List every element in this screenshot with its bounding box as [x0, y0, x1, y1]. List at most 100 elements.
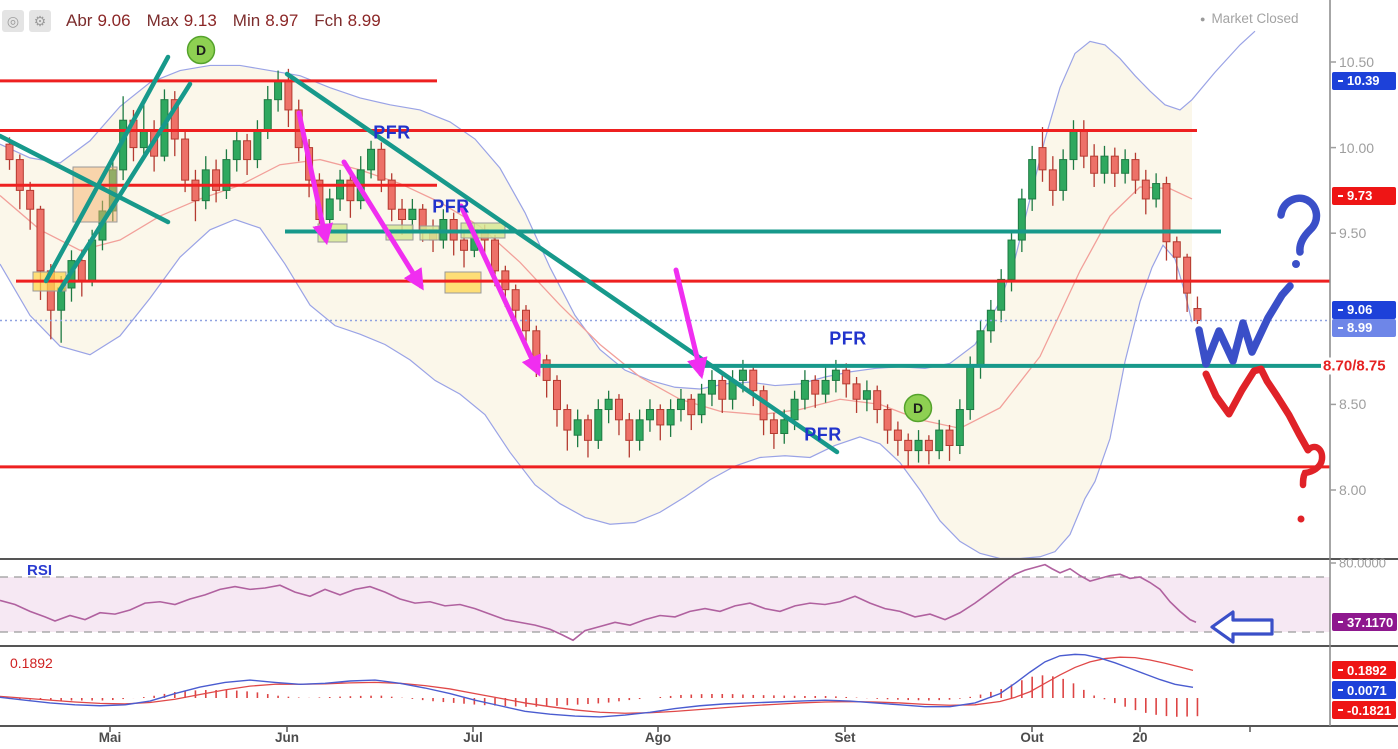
w-pattern-drawing[interactable] — [1195, 282, 1294, 368]
candle-body — [181, 138, 190, 181]
candle-body — [707, 379, 716, 395]
candle-body — [780, 419, 789, 435]
pfr-annotation-label[interactable]: PFR — [432, 196, 470, 217]
candle-body — [212, 169, 221, 191]
candle-body — [1152, 183, 1161, 200]
candle-body — [1038, 147, 1047, 171]
candle-body — [274, 80, 283, 101]
candle-body — [552, 379, 561, 411]
candle-body — [976, 330, 985, 368]
macd-signal-line — [0, 656, 1194, 714]
question-mark-dot — [1292, 260, 1300, 268]
candle-body — [769, 419, 778, 435]
candle-body — [614, 398, 623, 421]
eye-icon: ◎ — [6, 13, 20, 29]
trendline[interactable] — [0, 133, 171, 225]
candle-body — [77, 260, 86, 282]
market-status-text: Market Closed — [1211, 11, 1299, 26]
rsi-value-badge: 37.1170 — [1332, 613, 1398, 631]
bollinger-lower-band — [0, 218, 1193, 560]
candle-body — [1069, 129, 1078, 161]
rsi-zone-fill — [0, 577, 1330, 632]
candle-body — [346, 179, 355, 202]
candle-body — [1017, 198, 1026, 241]
settings-button[interactable]: ⚙ — [29, 10, 51, 32]
x-axis-label-set: Set — [834, 730, 856, 745]
macd-value-badge: 0.1892 — [1332, 661, 1396, 679]
min-label: Min — [232, 11, 261, 30]
pfr-annotation-label[interactable]: PFR — [804, 424, 842, 445]
d-signal-letter: D — [196, 42, 206, 58]
candle-body — [656, 409, 665, 426]
price-badge: 9.73 — [1332, 186, 1396, 205]
rsi-label: RSI — [27, 562, 53, 579]
d-signal-marker[interactable] — [903, 393, 933, 423]
max-label: Max — [146, 11, 179, 30]
status-dot-icon: ● — [1200, 13, 1206, 24]
candle-body — [966, 366, 975, 411]
x-axis-label-20: 20 — [1132, 730, 1148, 745]
trendline[interactable] — [57, 81, 193, 293]
macd-line — [0, 653, 1194, 718]
candle-body — [491, 239, 500, 272]
candle-body — [625, 419, 634, 441]
candle-body — [1090, 155, 1099, 174]
trendline[interactable] — [284, 71, 840, 455]
candle-body — [377, 148, 386, 181]
candle-body — [232, 140, 241, 161]
candle-body — [398, 208, 407, 221]
candle-body — [852, 383, 861, 400]
bearish-question-hook[interactable] — [1299, 443, 1326, 489]
candle-body — [1048, 169, 1057, 191]
pfr-annotation-label[interactable]: PFR — [829, 328, 867, 349]
candle-body — [1121, 159, 1130, 174]
support-zone-label: 8.70/8.75 — [1321, 357, 1388, 375]
candle-body — [511, 289, 520, 311]
candle-body — [5, 143, 14, 161]
gear-icon: ⚙ — [33, 13, 47, 29]
candle-body — [997, 278, 1006, 311]
candle-body — [1183, 256, 1192, 294]
candle-body — [821, 379, 830, 395]
candle-body — [191, 179, 200, 202]
candle-body — [325, 198, 334, 221]
x-axis-label-ago: Ago — [644, 730, 672, 745]
candle-body — [1193, 308, 1202, 322]
candle-body — [1110, 155, 1119, 174]
question-mark-drawing[interactable] — [1277, 194, 1321, 256]
candle-body — [408, 208, 417, 221]
down-arrow-annotation[interactable] — [296, 110, 333, 246]
candle-body — [1007, 239, 1016, 280]
candle-body — [36, 208, 45, 272]
candle-body — [1172, 241, 1181, 258]
candle-body — [542, 359, 551, 381]
candle-body — [904, 439, 913, 452]
d-signal-marker[interactable] — [186, 35, 216, 65]
bollinger-fill — [0, 41, 1192, 559]
candle-body — [831, 369, 840, 381]
left-arrow-drawing[interactable] — [1210, 610, 1274, 644]
candle-body — [1028, 159, 1037, 200]
pfr-annotation-label[interactable]: PFR — [373, 122, 411, 143]
bearish-path-drawing[interactable] — [1202, 365, 1312, 454]
price-tick-label: 8.00 — [1339, 482, 1367, 498]
down-arrow-annotation[interactable] — [458, 203, 541, 377]
x-axis-label-jul: Jul — [463, 730, 483, 745]
candle-body — [263, 99, 272, 131]
candle-body — [222, 159, 231, 191]
trendline[interactable] — [43, 54, 171, 284]
macd-value-badge: -0.1821 — [1332, 701, 1396, 719]
down-arrow-annotation[interactable] — [341, 159, 424, 291]
down-arrow-annotation[interactable] — [673, 267, 708, 380]
price-tick-label: 10.00 — [1339, 139, 1375, 156]
visibility-toggle-button[interactable]: ◎ — [2, 10, 24, 32]
open-value: 9.06 — [97, 11, 131, 30]
open-label: Abr — [66, 11, 93, 30]
candle-body — [914, 439, 923, 452]
candle-body — [790, 398, 799, 421]
candle-body — [532, 330, 541, 361]
price-tick-label: 10.50 — [1339, 54, 1375, 70]
candle-body — [873, 390, 882, 411]
rsi-line — [0, 563, 1197, 642]
